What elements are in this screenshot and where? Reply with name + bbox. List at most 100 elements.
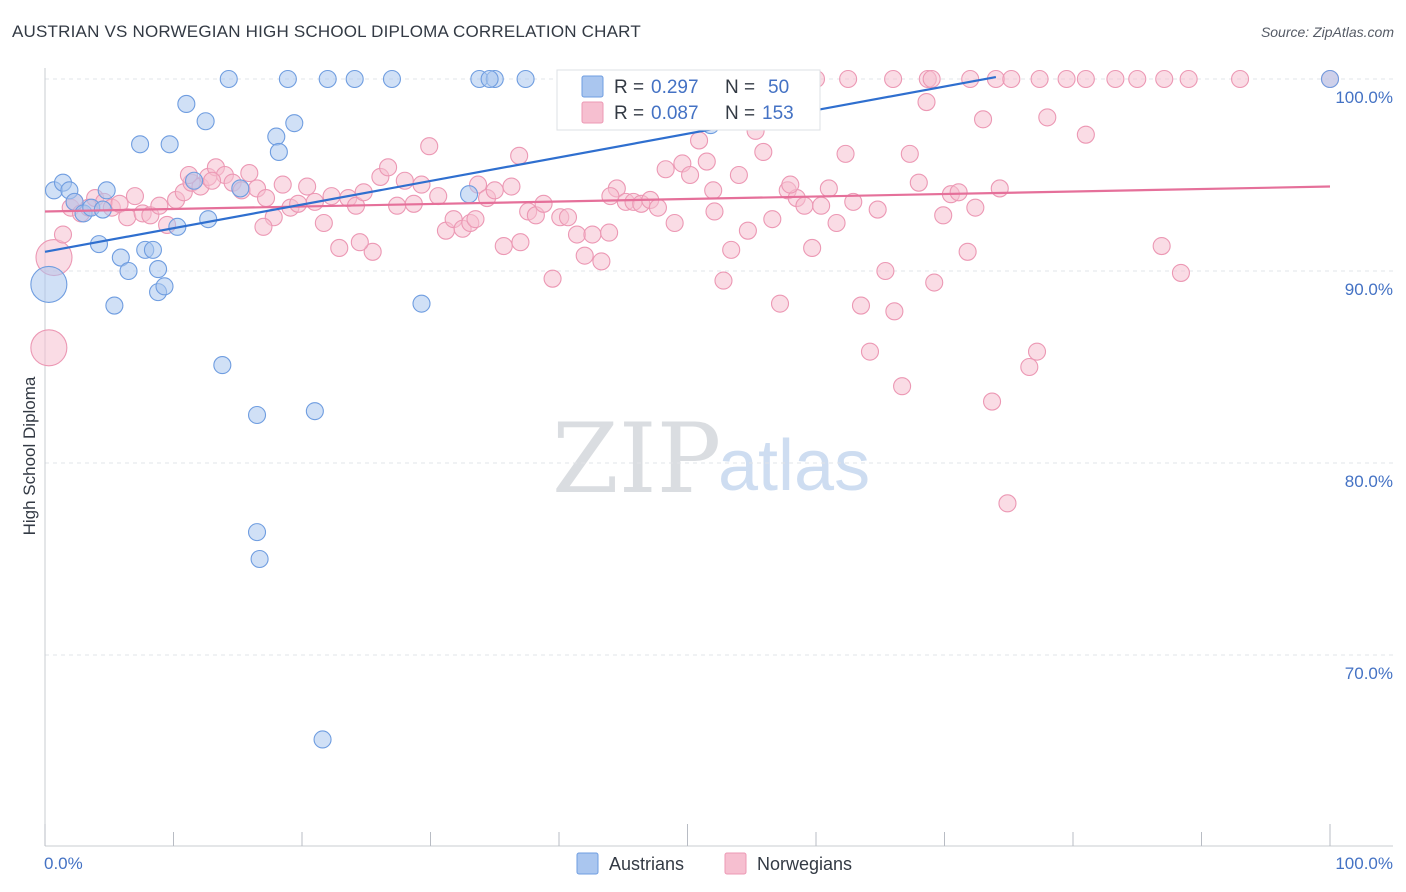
norwegian-point — [665, 213, 684, 233]
norwegian-point — [110, 194, 129, 213]
norwegian-point — [973, 110, 993, 129]
stats-legend: R = 0.297 N = 50 R = 0.087 N = 153 — [556, 69, 821, 131]
norwegian-point — [494, 236, 513, 256]
austrian-point — [143, 240, 162, 259]
chart-title: AUSTRIAN VS NORWEGIAN HIGH SCHOOL DIPLOM… — [12, 22, 641, 41]
austrian-point — [305, 402, 324, 421]
norwegian-n-value: 153 — [762, 103, 794, 124]
austrian-point — [185, 171, 204, 190]
austrian-point — [155, 277, 174, 296]
austrian-point — [213, 356, 232, 375]
norwegian-point — [1171, 263, 1190, 282]
norwegian-point — [601, 187, 620, 206]
norwegian-point — [876, 261, 895, 281]
norwegian-r-label: R = — [614, 103, 644, 124]
norwegian-point — [860, 342, 880, 361]
norwegian-point — [1020, 357, 1039, 377]
y-tick-label: 80.0% — [1345, 472, 1393, 491]
austrian-point — [412, 294, 431, 313]
norwegian-point — [1027, 342, 1047, 361]
norwegian-point — [884, 69, 903, 89]
norwegian-point — [961, 69, 980, 89]
austrian-point — [131, 135, 150, 154]
norwegian-point — [982, 392, 1002, 411]
norwegian-point — [770, 294, 790, 313]
norwegian-point — [648, 198, 667, 217]
norwegian-legend-swatch — [581, 101, 604, 124]
austrian-point — [105, 296, 124, 315]
norwegians-legend-label: Norwegians — [757, 854, 852, 874]
norwegian-point — [851, 296, 871, 315]
source-label: Source: ZipAtlas.com — [1260, 24, 1394, 40]
norwegian-n-label: N = — [725, 103, 755, 124]
norwegian-point — [1106, 69, 1125, 89]
norwegian-point — [656, 160, 675, 179]
austrian-legend-swatch — [581, 75, 604, 98]
norwegian-point — [900, 144, 919, 163]
norwegian-point — [704, 181, 723, 200]
norwegian-point — [839, 69, 858, 89]
norwegian-point — [990, 179, 1009, 198]
norwegian-point — [322, 187, 341, 206]
norwegian-point — [256, 188, 276, 208]
norwegian-point — [125, 187, 144, 206]
norwegian-point — [934, 206, 953, 225]
y-tick-label: 70.0% — [1345, 664, 1393, 683]
austrian-point — [160, 135, 179, 154]
norwegian-point — [836, 144, 855, 163]
norwegian-point — [240, 164, 259, 183]
norwegian-point — [795, 196, 814, 215]
axes — [44, 68, 1393, 847]
norwegian-point — [118, 208, 137, 227]
y-tick-label: 90.0% — [1345, 280, 1393, 299]
norwegian-point — [819, 179, 838, 198]
norwegian-point — [575, 246, 594, 265]
norwegian-point — [754, 142, 773, 162]
austrian-point — [89, 235, 109, 254]
norwegian-point — [1057, 69, 1076, 89]
austrian-point — [111, 248, 130, 267]
austrian-point — [250, 549, 269, 569]
norwegian-point — [273, 175, 292, 194]
austrian-point — [313, 730, 332, 749]
norwegian-point — [150, 196, 169, 215]
norwegian-point — [763, 210, 782, 229]
norwegian-point — [567, 225, 587, 244]
norwegian-point — [738, 221, 757, 240]
watermark-atlas: atlas — [718, 426, 870, 506]
norwegian-point — [363, 242, 382, 261]
series-legend: Austrians Norwegians — [576, 852, 852, 875]
norwegian-point — [511, 233, 530, 252]
austrian-point — [278, 69, 297, 89]
austrian-point — [285, 114, 304, 133]
austrian-point — [382, 69, 402, 89]
y-tick-labels: 100.0% 90.0% 80.0% 70.0% — [1335, 88, 1393, 683]
norwegian-point — [697, 152, 716, 171]
norwegian-point — [1179, 69, 1198, 89]
watermark: ZIP atlas — [552, 403, 870, 515]
norwegian-point — [510, 146, 529, 165]
norwegian-trend-line — [44, 185, 1331, 213]
austrian-point — [231, 179, 250, 198]
austrian-point — [267, 127, 286, 146]
norwegian-point — [705, 202, 724, 221]
norwegian-point — [729, 165, 748, 185]
norwegian-point — [502, 177, 521, 196]
norwegian-point — [893, 377, 912, 396]
norwegian-point — [958, 242, 977, 261]
norwegian-point — [1152, 236, 1171, 256]
austrian-point — [1320, 69, 1340, 89]
austrian-point — [177, 94, 196, 114]
norwegian-point — [420, 137, 439, 156]
watermark-zip: ZIP — [552, 403, 721, 515]
norwegian-point — [350, 233, 369, 252]
austrian-point — [119, 261, 138, 281]
norwegian-point — [583, 225, 602, 244]
austrian-point — [247, 523, 267, 542]
austrian-point — [219, 69, 238, 89]
norwegian-point — [330, 238, 349, 258]
norwegian-point — [1155, 69, 1174, 89]
norwegian-point — [885, 302, 904, 321]
norwegian-point — [781, 175, 800, 194]
